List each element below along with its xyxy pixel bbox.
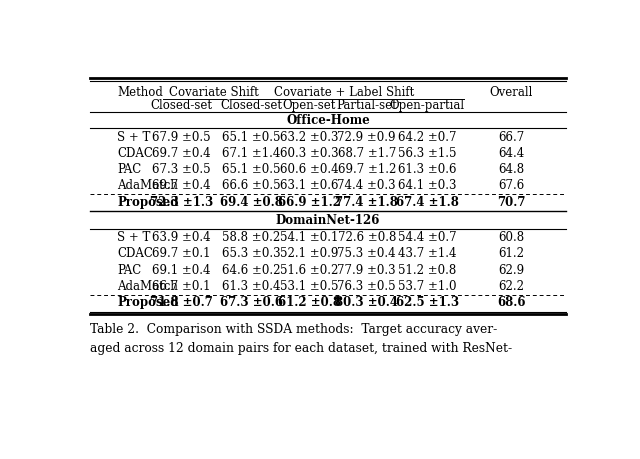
Text: 65.1 ±0.5: 65.1 ±0.5 <box>222 163 280 176</box>
Text: 69.7 ±0.4: 69.7 ±0.4 <box>152 179 211 192</box>
Text: 66.9 ±1.2: 66.9 ±1.2 <box>278 196 340 208</box>
Text: 69.1 ±0.4: 69.1 ±0.4 <box>152 263 211 277</box>
Text: 64.4: 64.4 <box>499 147 525 160</box>
Text: 64.8: 64.8 <box>499 163 525 176</box>
Text: 69.7 ±1.2: 69.7 ±1.2 <box>337 163 396 176</box>
Text: 75.3 ±0.4: 75.3 ±0.4 <box>337 247 396 260</box>
Text: 62.9: 62.9 <box>499 263 525 277</box>
Text: 67.9 ±0.5: 67.9 ±0.5 <box>152 130 211 144</box>
Text: 71.8 ±0.7: 71.8 ±0.7 <box>150 296 213 309</box>
Text: 65.1 ±0.5: 65.1 ±0.5 <box>222 130 280 144</box>
Text: 64.6 ±0.2: 64.6 ±0.2 <box>222 263 280 277</box>
Text: 63.9 ±0.4: 63.9 ±0.4 <box>152 231 211 244</box>
Text: 68.6: 68.6 <box>497 296 526 309</box>
Text: 72.3 ±1.3: 72.3 ±1.3 <box>150 196 213 208</box>
Text: 66.7: 66.7 <box>499 130 525 144</box>
Text: 61.3 ±0.4: 61.3 ±0.4 <box>222 280 280 293</box>
Text: 56.3 ±1.5: 56.3 ±1.5 <box>398 147 456 160</box>
Text: 67.3 ±0.6: 67.3 ±0.6 <box>220 296 283 309</box>
Text: Closed-set: Closed-set <box>150 99 212 112</box>
Text: 43.7 ±1.4: 43.7 ±1.4 <box>398 247 456 260</box>
Text: 68.7 ±1.7: 68.7 ±1.7 <box>337 147 396 160</box>
Text: 66.6 ±0.5: 66.6 ±0.5 <box>222 179 280 192</box>
Text: 69.7 ±0.1: 69.7 ±0.1 <box>152 247 211 260</box>
Text: CDAC: CDAC <box>117 147 153 160</box>
Text: 80.3 ±0.4: 80.3 ±0.4 <box>335 296 398 309</box>
Text: Partial-set: Partial-set <box>336 99 397 112</box>
Text: 51.6 ±0.2: 51.6 ±0.2 <box>280 263 339 277</box>
Text: 72.9 ±0.9: 72.9 ±0.9 <box>337 130 396 144</box>
Text: 54.1 ±0.1: 54.1 ±0.1 <box>280 231 339 244</box>
Text: 77.9 ±0.3: 77.9 ±0.3 <box>337 263 396 277</box>
Text: 60.3 ±0.3: 60.3 ±0.3 <box>280 147 339 160</box>
Text: 60.6 ±0.4: 60.6 ±0.4 <box>280 163 339 176</box>
Text: Closed-set: Closed-set <box>220 99 282 112</box>
Text: 62.2: 62.2 <box>499 280 525 293</box>
Text: Proposed: Proposed <box>117 196 179 208</box>
Text: Overall: Overall <box>490 86 533 99</box>
Text: PAC: PAC <box>117 263 141 277</box>
Text: 67.6: 67.6 <box>499 179 525 192</box>
Text: Proposed: Proposed <box>117 296 179 309</box>
Text: Covariate Shift: Covariate Shift <box>169 86 259 99</box>
Text: Covariate + Label Shift: Covariate + Label Shift <box>274 86 414 99</box>
Text: 53.7 ±1.0: 53.7 ±1.0 <box>398 280 456 293</box>
Text: 70.7: 70.7 <box>497 196 526 208</box>
Text: 62.5 ±1.3: 62.5 ±1.3 <box>396 296 459 309</box>
Text: 60.8: 60.8 <box>499 231 525 244</box>
Text: 67.3 ±0.5: 67.3 ±0.5 <box>152 163 211 176</box>
Text: 61.3 ±0.6: 61.3 ±0.6 <box>398 163 456 176</box>
Text: AdaMatch: AdaMatch <box>117 280 178 293</box>
Text: Office-Home: Office-Home <box>286 114 370 127</box>
Text: 54.4 ±0.7: 54.4 ±0.7 <box>398 231 456 244</box>
Text: 69.7 ±0.4: 69.7 ±0.4 <box>152 147 211 160</box>
Text: 76.3 ±0.5: 76.3 ±0.5 <box>337 280 396 293</box>
Text: S + T: S + T <box>117 231 150 244</box>
Text: Open-set: Open-set <box>282 99 336 112</box>
Text: 77.4 ±1.8: 77.4 ±1.8 <box>335 196 398 208</box>
Text: 63.2 ±0.3: 63.2 ±0.3 <box>280 130 339 144</box>
Text: 64.1 ±0.3: 64.1 ±0.3 <box>398 179 456 192</box>
Text: 61.2: 61.2 <box>499 247 525 260</box>
Text: Open-partial: Open-partial <box>390 99 465 112</box>
Text: 63.1 ±0.6: 63.1 ±0.6 <box>280 179 339 192</box>
Text: 61.2 ±0.8: 61.2 ±0.8 <box>278 296 340 309</box>
Text: 66.7 ±0.1: 66.7 ±0.1 <box>152 280 211 293</box>
Text: CDAC: CDAC <box>117 247 153 260</box>
Text: Table 2.  Comparison with SSDA methods:  Target accuracy aver-
aged across 12 do: Table 2. Comparison with SSDA methods: T… <box>90 323 512 355</box>
Text: 51.2 ±0.8: 51.2 ±0.8 <box>398 263 456 277</box>
Text: 64.2 ±0.7: 64.2 ±0.7 <box>398 130 456 144</box>
Text: 52.1 ±0.9: 52.1 ±0.9 <box>280 247 339 260</box>
Text: DomainNet-126: DomainNet-126 <box>276 214 380 228</box>
Text: 72.6 ±0.8: 72.6 ±0.8 <box>337 231 396 244</box>
Text: 65.3 ±0.3: 65.3 ±0.3 <box>222 247 280 260</box>
Text: PAC: PAC <box>117 163 141 176</box>
Text: Method: Method <box>117 86 163 99</box>
Text: S + T: S + T <box>117 130 150 144</box>
Text: 67.4 ±1.8: 67.4 ±1.8 <box>396 196 459 208</box>
Text: 69.4 ±0.8: 69.4 ±0.8 <box>220 196 282 208</box>
Text: 67.1 ±1.4: 67.1 ±1.4 <box>222 147 280 160</box>
Text: AdaMatch: AdaMatch <box>117 179 178 192</box>
Text: 58.8 ±0.2: 58.8 ±0.2 <box>222 231 280 244</box>
Text: 74.4 ±0.3: 74.4 ±0.3 <box>337 179 396 192</box>
Text: 53.1 ±0.5: 53.1 ±0.5 <box>280 280 339 293</box>
